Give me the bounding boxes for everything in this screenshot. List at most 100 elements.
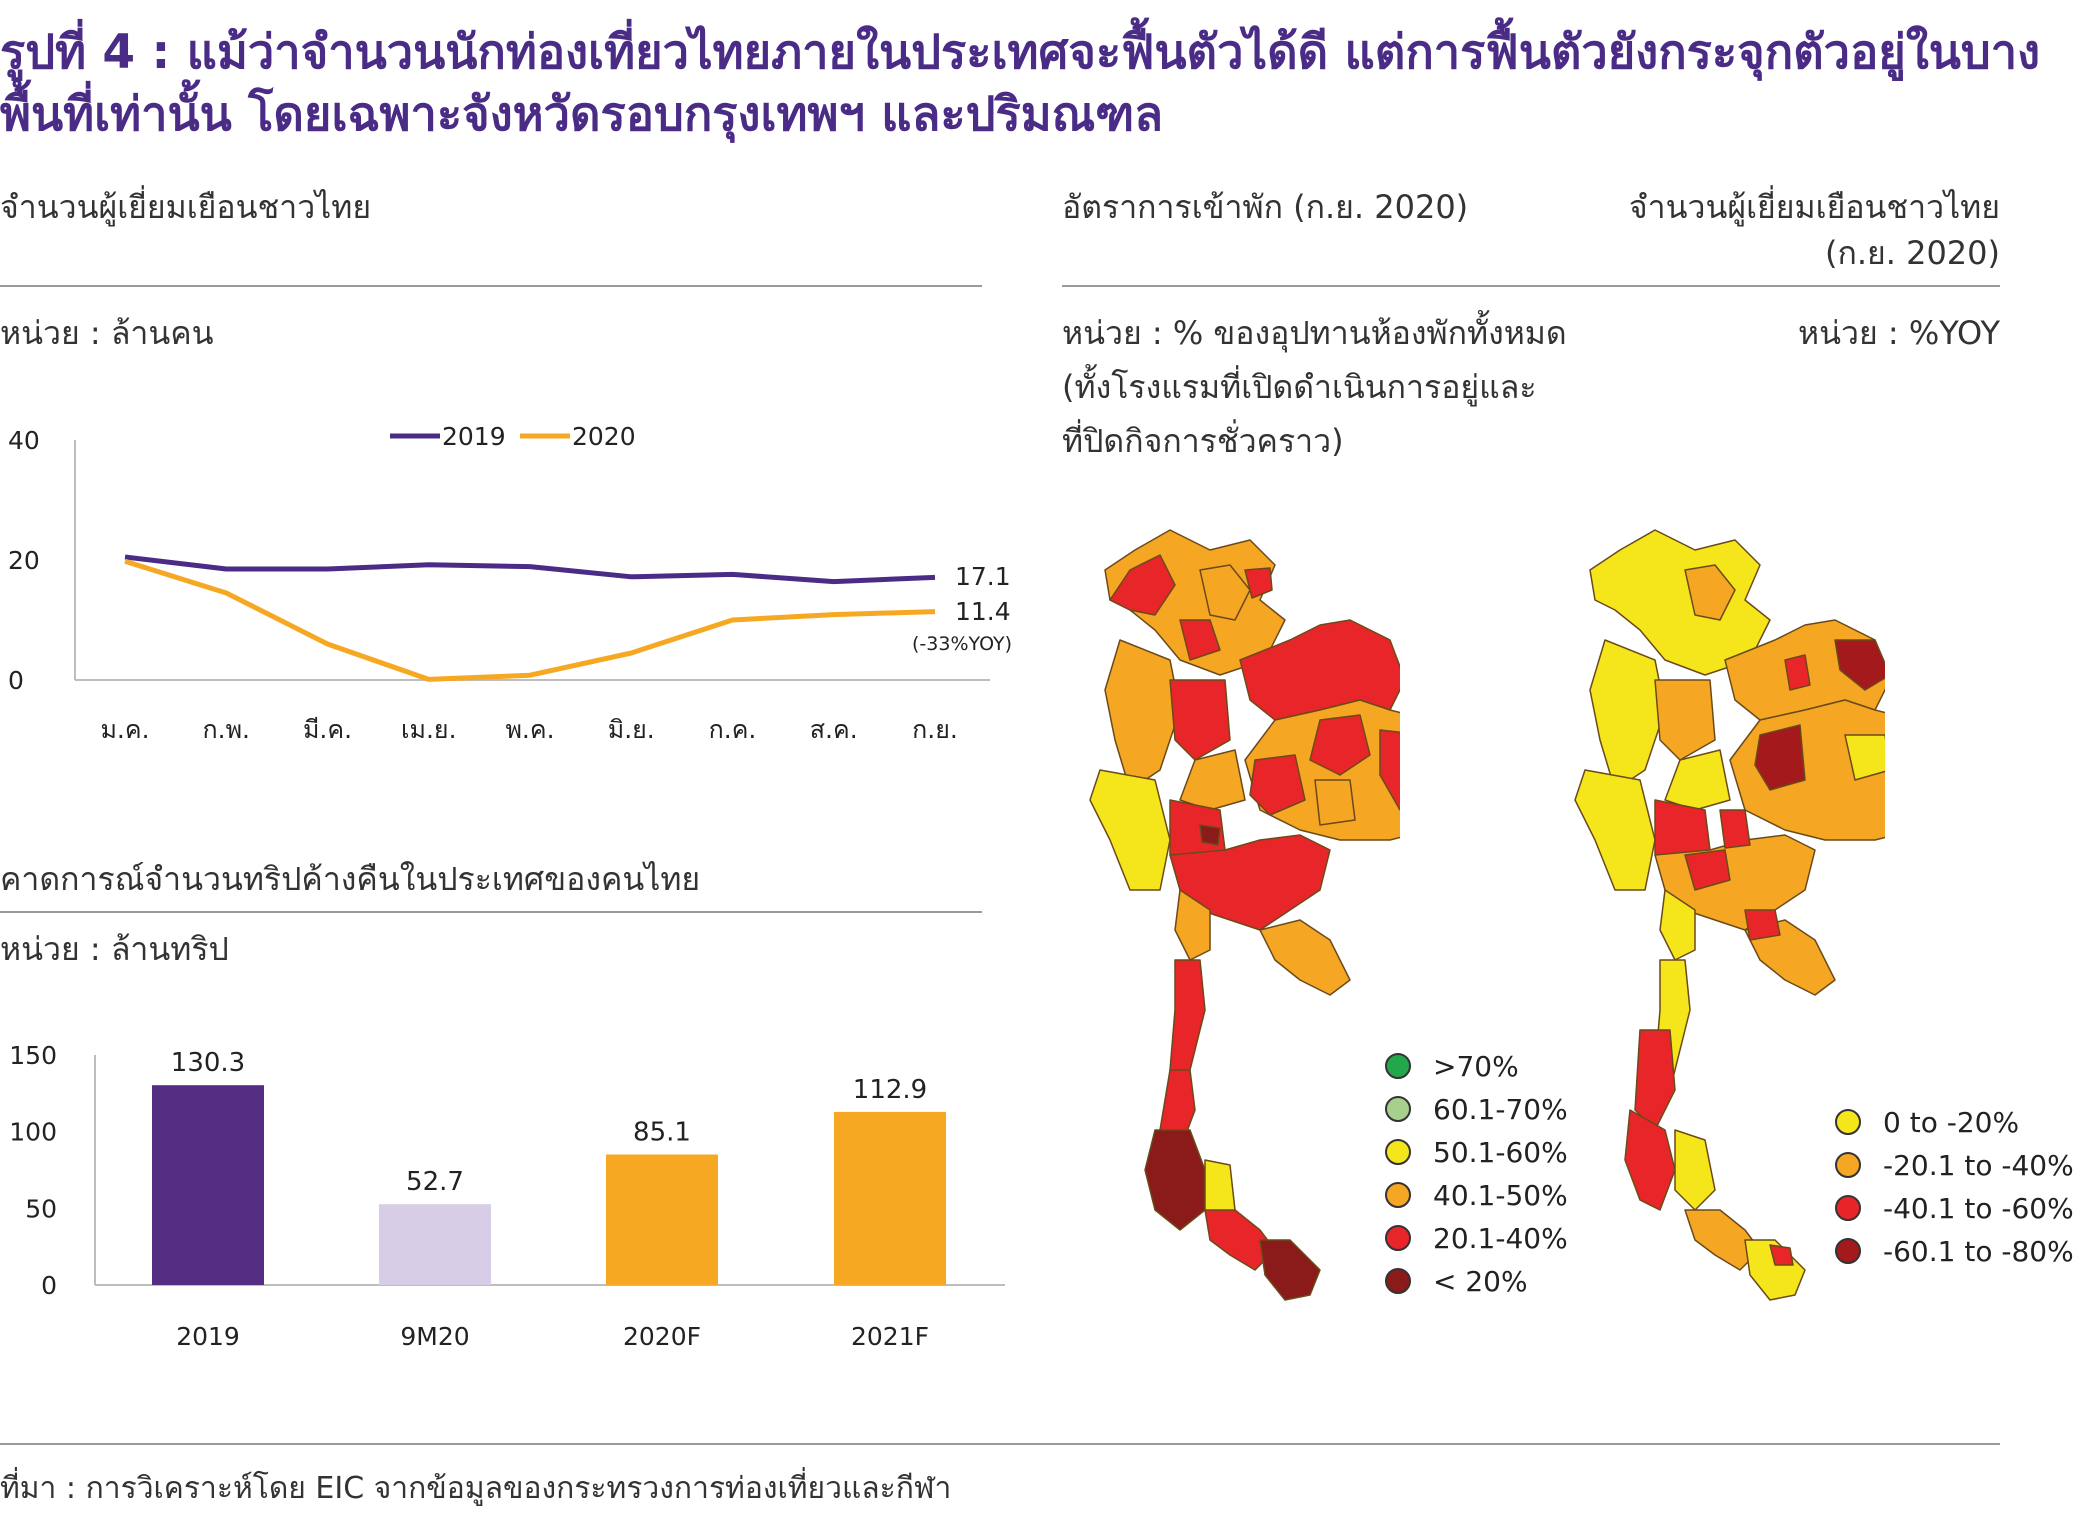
series-line-2020 — [124, 558, 936, 682]
map-region — [1259, 1239, 1321, 1301]
y-tick-label: 0 — [41, 1271, 57, 1300]
occupancy-map-unit: หน่วย : % ของอุปทานห้องพักทั้งหมด — [1062, 314, 1567, 352]
bar-2020F — [606, 1154, 718, 1285]
bar-9M20 — [379, 1204, 491, 1285]
map-region — [1664, 749, 1731, 811]
bar-chart: 0 50 100 150 130.3 2019 52.7 9M20 85.1 2020F 112.9… — [9, 1041, 1005, 1351]
legend-swatch — [1385, 1225, 1411, 1251]
x-tick-label: 2019 — [176, 1322, 240, 1351]
map-region-north — [1589, 529, 1771, 676]
legend-swatch — [1385, 1268, 1411, 1294]
map-region — [1379, 729, 1400, 811]
map-region-west — [1089, 769, 1171, 891]
map-region — [1754, 724, 1806, 791]
end-note-2020: (-33%YOY) — [912, 633, 1012, 655]
x-tick-label: 2020F — [623, 1322, 701, 1351]
y-tick-label: 20 — [8, 546, 40, 575]
line-chart: 0 20 40 ม.ค. ก.พ. มี.ค. เม.ย. พ.ค. มิ.ย. ก.ค. ส.ค.… — [8, 422, 1012, 744]
legend-item: 40.1-50% — [1385, 1179, 1568, 1222]
map-region — [1179, 619, 1221, 661]
map-region — [1624, 1109, 1676, 1211]
legend-item: -40.1 to -60% — [1835, 1192, 2074, 1235]
bar-chart-header: คาดการณ์จำนวนทริปค้างคืนในประเทศของคนไทย — [0, 860, 701, 898]
map-region — [1249, 754, 1306, 816]
occupancy-map-header: อัตราการเข้าพัก (ก.ย. 2020) — [1062, 188, 1469, 226]
legend-item: -20.1 to -40% — [1835, 1149, 2074, 1192]
end-label-2019: 17.1 — [955, 562, 1011, 591]
x-tick-label: ก.พ. — [202, 715, 250, 744]
map-region-west — [1574, 769, 1656, 891]
y-tick-label: 100 — [9, 1118, 57, 1147]
series-line-2019 — [124, 554, 936, 585]
legend-item: 20.1-40% — [1385, 1222, 1568, 1265]
bar-value-label: 52.7 — [406, 1167, 464, 1197]
x-tick-label: มิ.ย. — [608, 715, 655, 744]
y-tick-label: 50 — [25, 1194, 57, 1223]
legend-item: -60.1 to -80% — [1835, 1235, 2074, 1278]
x-tick-label: 9M20 — [400, 1322, 469, 1351]
map-region — [1674, 1129, 1716, 1211]
legend-swatch — [1835, 1152, 1861, 1178]
map-region-east — [1744, 919, 1836, 996]
y-tick-label: 40 — [8, 426, 40, 455]
divider — [1062, 285, 2000, 287]
legend-label: 2019 — [442, 422, 506, 451]
occupancy-legend: >70% 60.1-70% 50.1-60% 40.1-50% 20.1-40%… — [1385, 1050, 1568, 1308]
map-region — [1634, 1029, 1676, 1131]
visitors-map-unit: หน่วย : %YOY — [1798, 314, 2000, 352]
legend-item: 60.1-70% — [1385, 1093, 1568, 1136]
page-title: รูปที่ 4 : แม้ว่าจำนวนนักท่องเที่ยวไทยภา… — [0, 25, 2041, 142]
legend-item: 0 to -20% — [1835, 1106, 2074, 1149]
line-chart-unit: หน่วย : ล้านคน — [0, 314, 214, 352]
map-region — [1179, 749, 1246, 811]
map-region — [1684, 849, 1731, 891]
map-region — [1144, 1129, 1206, 1231]
x-tick-label: เม.ย. — [401, 715, 457, 744]
map-region — [1654, 679, 1716, 761]
legend-item: >70% — [1385, 1050, 1568, 1093]
divider — [0, 1443, 2000, 1445]
occupancy-map-unit-note: (ทั้งโรงแรมที่เปิดดำเนินการอยู่และ — [1062, 368, 1537, 406]
map-region — [1109, 554, 1176, 616]
map-region — [1104, 639, 1181, 791]
map-region — [1844, 734, 1885, 781]
legend-swatch — [1835, 1195, 1861, 1221]
bar-2019 — [152, 1085, 264, 1285]
legend-swatch — [1385, 1096, 1411, 1122]
x-tick-label: มี.ค. — [303, 715, 352, 744]
legend-swatch — [1385, 1182, 1411, 1208]
map-region — [1769, 1244, 1794, 1266]
x-tick-label: ก.ย. — [912, 715, 958, 744]
visitors-map — [1574, 529, 1885, 1301]
legend-item: 50.1-60% — [1385, 1136, 1568, 1179]
occupancy-map-unit-note: ที่ปิดกิจการชั่วคราว) — [1062, 422, 1344, 460]
visitors-map-header: จำนวนผู้เยี่ยมเยือนชาวไทย — [1628, 188, 2000, 226]
legend-swatch — [1385, 1139, 1411, 1165]
legend-swatch — [1385, 1053, 1411, 1079]
map-region — [1834, 639, 1885, 691]
map-region — [1314, 779, 1356, 826]
map-region — [1589, 639, 1666, 791]
bar-2021F — [834, 1111, 946, 1285]
x-tick-label: ส.ค. — [810, 715, 858, 744]
map-region — [1784, 654, 1811, 691]
legend-swatch — [1835, 1109, 1861, 1135]
map-region — [1199, 564, 1251, 621]
map-region — [1684, 564, 1736, 621]
map-region — [1199, 824, 1221, 846]
x-tick-label: 2021F — [851, 1322, 929, 1351]
map-region — [1659, 889, 1696, 961]
visitors-legend: 0 to -20% -20.1 to -40% -40.1 to -60% -6… — [1835, 1106, 2074, 1278]
map-region — [1309, 714, 1371, 776]
x-tick-label: ม.ค. — [100, 715, 149, 744]
y-tick-label: 150 — [9, 1041, 57, 1070]
legend-label: 2020 — [572, 422, 636, 451]
map-region — [1244, 567, 1273, 599]
x-tick-label: ก.ค. — [709, 715, 757, 744]
divider — [0, 911, 982, 913]
map-region — [1744, 909, 1781, 941]
legend-swatch — [1835, 1238, 1861, 1264]
map-region — [1174, 889, 1211, 961]
map-region — [1169, 679, 1231, 761]
occupancy-map — [1089, 529, 1400, 1301]
